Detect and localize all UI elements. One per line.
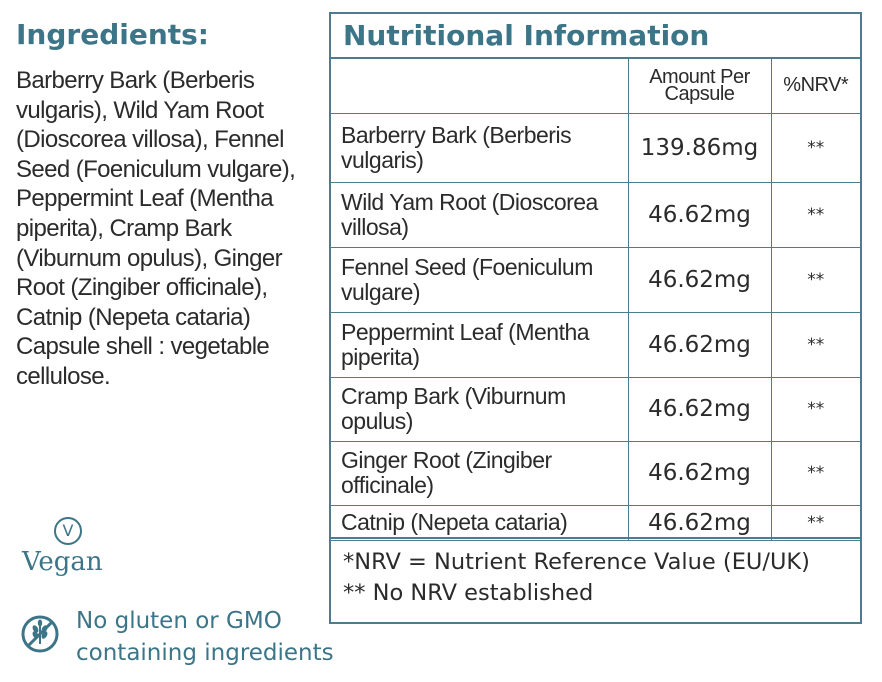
ingredient-name-line2: vulgaris) — [341, 146, 424, 173]
nrv-definition-footnote: *NRV = Nutrient Reference Value (EU/UK) — [343, 549, 810, 575]
table-row: Catnip (Nepeta cataria) 46.62mg ** — [331, 504, 860, 541]
ingredients-text: Barberry Bark (Berberis vulgaris), Wild … — [16, 67, 296, 390]
vegan-badge: V Vegan — [20, 517, 116, 577]
ingredient-name-cell: Cramp Bark (Viburnum opulus) — [331, 376, 629, 442]
ingredient-name-line1: Cramp Bark (Viburnum — [341, 383, 566, 409]
nutrition-panel: Nutritional Information Amount Per Capsu… — [329, 12, 862, 624]
header-amount-per-capsule: Amount Per Capsule — [627, 59, 772, 114]
table-row: Barberry Bark (Berberis vulgaris) 139.86m… — [331, 112, 860, 183]
table-row: Wild Yam Root (Dioscorea villosa) 46.62mg… — [331, 181, 860, 248]
amount-cell: 139.86mg — [627, 112, 772, 183]
ingredient-name-cell: Barberry Bark (Berberis vulgaris) — [331, 112, 629, 183]
nutrition-table: Amount Per Capsule %NRV* Barberry Bark (… — [331, 59, 860, 541]
ingredient-name-line2: opulus) — [341, 408, 413, 434]
nutrition-footnotes: *NRV = Nutrient Reference Value (EU/UK) … — [331, 537, 860, 622]
amount-cell: 46.62mg — [627, 376, 772, 442]
header-name-cell — [331, 59, 629, 114]
table-row: Peppermint Leaf (Mentha piperita) 46.62mg… — [331, 311, 860, 378]
ingredient-name-line2: piperita) — [341, 343, 420, 370]
grain-crossed-icon — [21, 615, 59, 653]
amount-cell: 46.62mg — [627, 246, 772, 313]
table-row: Fennel Seed (Foeniculum vulgare) 46.62mg … — [331, 246, 860, 313]
amount-cell: 46.62mg — [627, 311, 772, 378]
ingredient-name-line2: vulgare) — [341, 278, 421, 305]
nrv-cell: ** — [770, 311, 860, 378]
amount-cell: 46.62mg — [627, 504, 772, 541]
gmo-free-line2: containing ingredients — [76, 640, 334, 666]
ingredient-name-cell: Peppermint Leaf (Mentha piperita) — [331, 311, 629, 378]
ingredient-name-line1: Barberry Bark (Berberis — [341, 121, 572, 148]
table-row: Cramp Bark (Viburnum opulus) 46.62mg ** — [331, 376, 860, 442]
ingredients-heading: Ingredients: — [16, 18, 210, 51]
table-row: Ginger Root (Zingiber officinale) 46.62mg… — [331, 440, 860, 506]
no-nrv-footnote: ** No NRV established — [343, 580, 594, 606]
header-amount-line1: Amount Per — [649, 65, 750, 88]
ingredient-name-line1: Wild Yam Root (Dioscorea — [341, 188, 598, 215]
ingredient-name-cell: Fennel Seed (Foeniculum vulgare) — [331, 246, 629, 313]
nutrition-title: Nutritional Information — [331, 14, 860, 59]
ingredient-name-line1: Peppermint Leaf (Mentha — [341, 318, 590, 345]
ingredient-name-line2: officinale) — [341, 472, 434, 498]
vegan-icon: V — [54, 517, 82, 545]
ingredient-name-line2: villosa) — [341, 213, 409, 240]
nrv-cell: ** — [770, 181, 860, 248]
ingredient-name-line1: Ginger Root (Zingiber — [341, 447, 552, 473]
header-nrv: %NRV* — [770, 59, 860, 114]
table-header-row: Amount Per Capsule %NRV* — [331, 59, 860, 114]
amount-cell: 46.62mg — [627, 440, 772, 506]
ingredient-name-cell: Wild Yam Root (Dioscorea villosa) — [331, 181, 629, 248]
vegan-label: Vegan — [22, 547, 103, 577]
header-amount-line2: Capsule — [664, 82, 735, 105]
ingredient-name-cell: Ginger Root (Zingiber officinale) — [331, 440, 629, 506]
nrv-cell: ** — [770, 112, 860, 183]
ingredient-name-line1: Fennel Seed (Foeniculum — [341, 253, 593, 280]
gmo-free-line1: No gluten or GMO — [76, 608, 282, 634]
nrv-cell: ** — [770, 246, 860, 313]
ingredient-name-cell: Catnip (Nepeta cataria) — [331, 504, 629, 541]
gmo-free-text: No gluten or GMO containing ingredients — [76, 605, 334, 669]
nrv-cell: ** — [770, 504, 860, 541]
amount-cell: 46.62mg — [627, 181, 772, 248]
nrv-cell: ** — [770, 440, 860, 506]
nrv-cell: ** — [770, 376, 860, 442]
